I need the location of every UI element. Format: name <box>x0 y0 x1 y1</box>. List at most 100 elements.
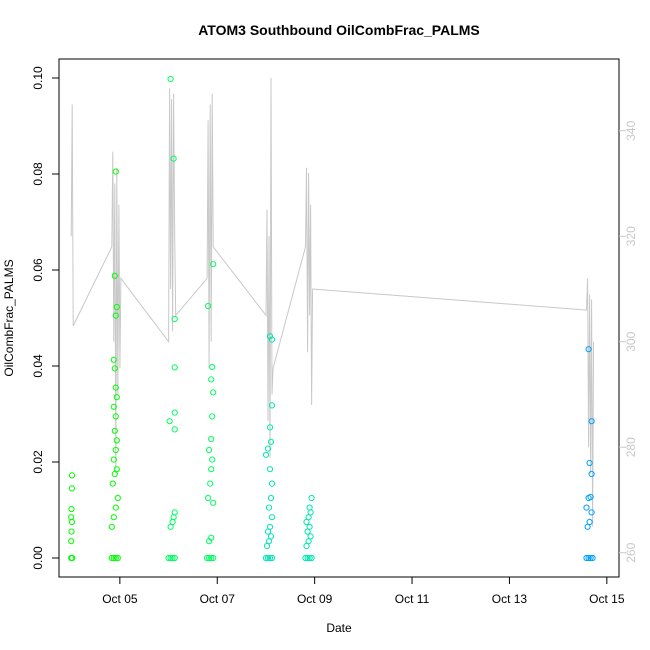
data-point <box>308 554 315 562</box>
data-point <box>171 509 178 516</box>
data-point <box>113 437 120 444</box>
data-point <box>69 554 76 562</box>
data-point <box>110 514 117 521</box>
secondary-y-axis: 260 280 300 320 340 <box>619 120 638 563</box>
y-tick-label: 0.02 <box>31 450 45 474</box>
data-point <box>109 480 116 487</box>
data-point <box>206 554 213 562</box>
data-point <box>111 427 118 434</box>
x-tick-label: Oct 05 <box>102 592 138 606</box>
plot-frame <box>58 58 620 578</box>
data-point <box>586 518 593 526</box>
y2-tick-label: 320 <box>624 226 638 246</box>
data-point <box>167 554 174 562</box>
data-point <box>112 384 119 391</box>
data-point <box>587 493 594 501</box>
data-point <box>583 504 590 511</box>
data-point <box>589 554 596 562</box>
data-point <box>268 336 276 343</box>
data-point <box>112 168 119 175</box>
data-point <box>112 446 119 454</box>
data-point <box>171 409 178 416</box>
data-point <box>266 523 274 530</box>
data-point <box>268 554 276 562</box>
y2-tick-label: 280 <box>624 437 638 457</box>
data-point <box>583 554 590 562</box>
y-axis-label: OilCombFrac_PALMS <box>2 259 16 376</box>
data-point <box>262 451 270 458</box>
data-point <box>304 554 311 562</box>
data-point <box>308 494 315 502</box>
data-point <box>68 538 75 545</box>
x-tick-label: Oct 09 <box>297 592 333 606</box>
data-point <box>265 504 273 511</box>
data-point <box>588 509 595 516</box>
y-tick-label: 0.10 <box>31 66 45 90</box>
data-point <box>110 356 117 363</box>
data-point <box>108 554 115 562</box>
data-point <box>585 346 592 353</box>
data-point <box>208 376 215 383</box>
data-point <box>209 456 216 463</box>
data-point <box>210 389 217 396</box>
data-point <box>588 418 595 425</box>
data-point <box>113 303 120 311</box>
points-layer <box>68 75 596 562</box>
x-axis: Oct 05 Oct 07 Oct 09 Oct 11 Oct 13 Oct 15 <box>102 577 625 606</box>
data-point <box>585 554 592 562</box>
data-point <box>111 365 118 372</box>
data-point <box>206 446 213 454</box>
data-point <box>588 470 595 478</box>
y-tick-label: 0.04 <box>31 354 45 378</box>
data-point <box>210 554 217 562</box>
data-point <box>112 413 119 420</box>
data-point <box>209 363 216 371</box>
y-tick-label: 0.08 <box>31 162 45 186</box>
y2-tick-label: 260 <box>624 542 638 562</box>
data-point <box>208 534 215 541</box>
x-axis-label: Date <box>326 621 352 635</box>
data-point <box>204 554 211 562</box>
data-point <box>266 333 274 340</box>
data-point <box>166 418 173 425</box>
data-point <box>112 312 119 319</box>
data-point <box>114 554 121 562</box>
data-point <box>165 554 172 562</box>
data-point <box>110 403 117 410</box>
data-point <box>266 424 274 431</box>
secondary-line <box>70 77 595 527</box>
x-tick-label: Oct 07 <box>200 592 236 606</box>
y-tick-label: 0.06 <box>31 258 45 282</box>
data-point <box>262 554 270 562</box>
y-axis: 0.00 0.02 0.04 0.06 0.08 0.10 <box>31 66 59 570</box>
data-point <box>167 75 174 83</box>
data-point <box>68 485 76 492</box>
data-point <box>171 364 178 371</box>
data-point <box>112 504 119 511</box>
data-point <box>205 302 212 310</box>
series-0 <box>68 168 121 562</box>
data-point <box>171 426 178 433</box>
x-tick-label: Oct 13 <box>492 592 528 606</box>
data-point <box>268 480 276 487</box>
data-point <box>302 554 309 562</box>
data-point <box>267 533 275 540</box>
data-point <box>266 466 274 473</box>
data-point <box>268 402 276 409</box>
data-point <box>208 466 215 473</box>
series-2 <box>262 333 315 562</box>
data-point <box>586 459 593 467</box>
data-point <box>171 315 178 323</box>
data-point <box>306 523 313 530</box>
data-point <box>267 494 275 502</box>
data-point <box>205 494 212 502</box>
data-point <box>266 554 274 562</box>
data-point <box>170 155 177 162</box>
data-point <box>210 499 217 506</box>
x-tick-label: Oct 11 <box>395 592 430 606</box>
data-point <box>114 494 121 502</box>
data-point <box>268 514 276 521</box>
x-tick-label: Oct 15 <box>589 592 625 606</box>
